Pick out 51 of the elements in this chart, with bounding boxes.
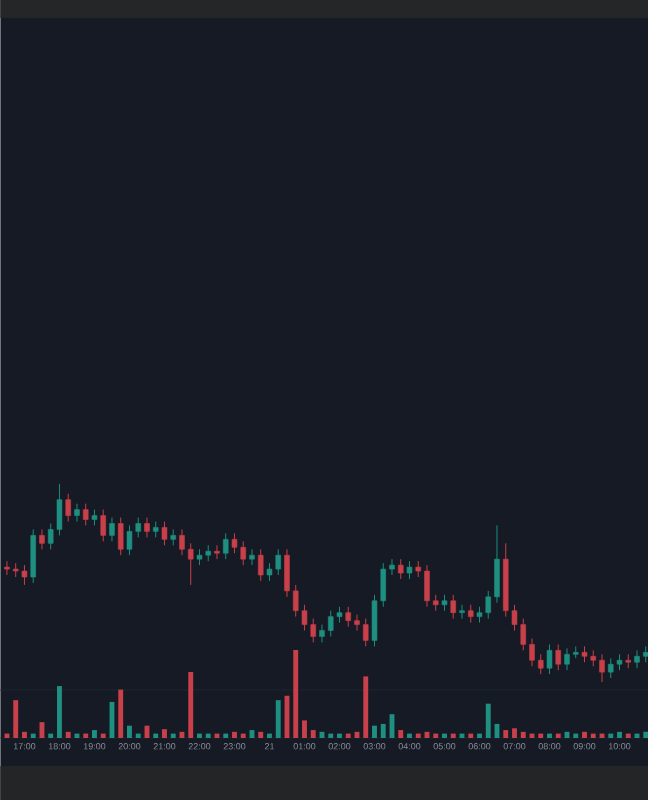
candlestick (213, 544, 220, 560)
bar (292, 649, 298, 738)
candlestick (598, 653, 605, 683)
bar (56, 686, 62, 738)
candlestick (450, 594, 456, 620)
bar (257, 731, 263, 738)
candlestick (143, 517, 150, 538)
candlestick (546, 643, 552, 675)
candlestick (38, 528, 45, 550)
candlestick (30, 528, 36, 584)
bar (520, 731, 526, 738)
bar (502, 730, 508, 738)
candlestick (65, 493, 71, 522)
bar (511, 728, 517, 738)
bar (642, 731, 648, 738)
bar (485, 703, 491, 738)
candlestick (222, 532, 229, 560)
candlestick (100, 509, 106, 542)
bar (65, 731, 71, 738)
candlestick (633, 649, 640, 669)
candlestick (21, 564, 27, 586)
bar (362, 676, 368, 738)
bar (581, 731, 587, 738)
candlestick (56, 483, 62, 536)
bar (91, 730, 97, 738)
bar (21, 731, 27, 738)
bar (380, 723, 386, 738)
bar (275, 700, 281, 738)
candlestick (82, 503, 89, 526)
bar (187, 671, 193, 738)
candlestick (248, 548, 255, 566)
candlestick (161, 521, 167, 546)
bar (397, 730, 403, 738)
candlestick (257, 548, 264, 582)
bar (117, 689, 123, 738)
bar (231, 731, 237, 738)
candlestick (458, 604, 465, 620)
bar (616, 731, 622, 738)
bar (126, 725, 132, 738)
candlestick (117, 517, 124, 556)
bar (12, 700, 18, 738)
candlestick (187, 542, 194, 586)
bar (301, 720, 307, 738)
bar (310, 730, 316, 738)
candlestick (362, 618, 369, 647)
candlestick (555, 643, 561, 671)
candlestick (108, 517, 115, 542)
candlestick (397, 558, 404, 580)
candlestick (73, 503, 80, 522)
bar (161, 729, 167, 738)
bar (371, 725, 377, 738)
